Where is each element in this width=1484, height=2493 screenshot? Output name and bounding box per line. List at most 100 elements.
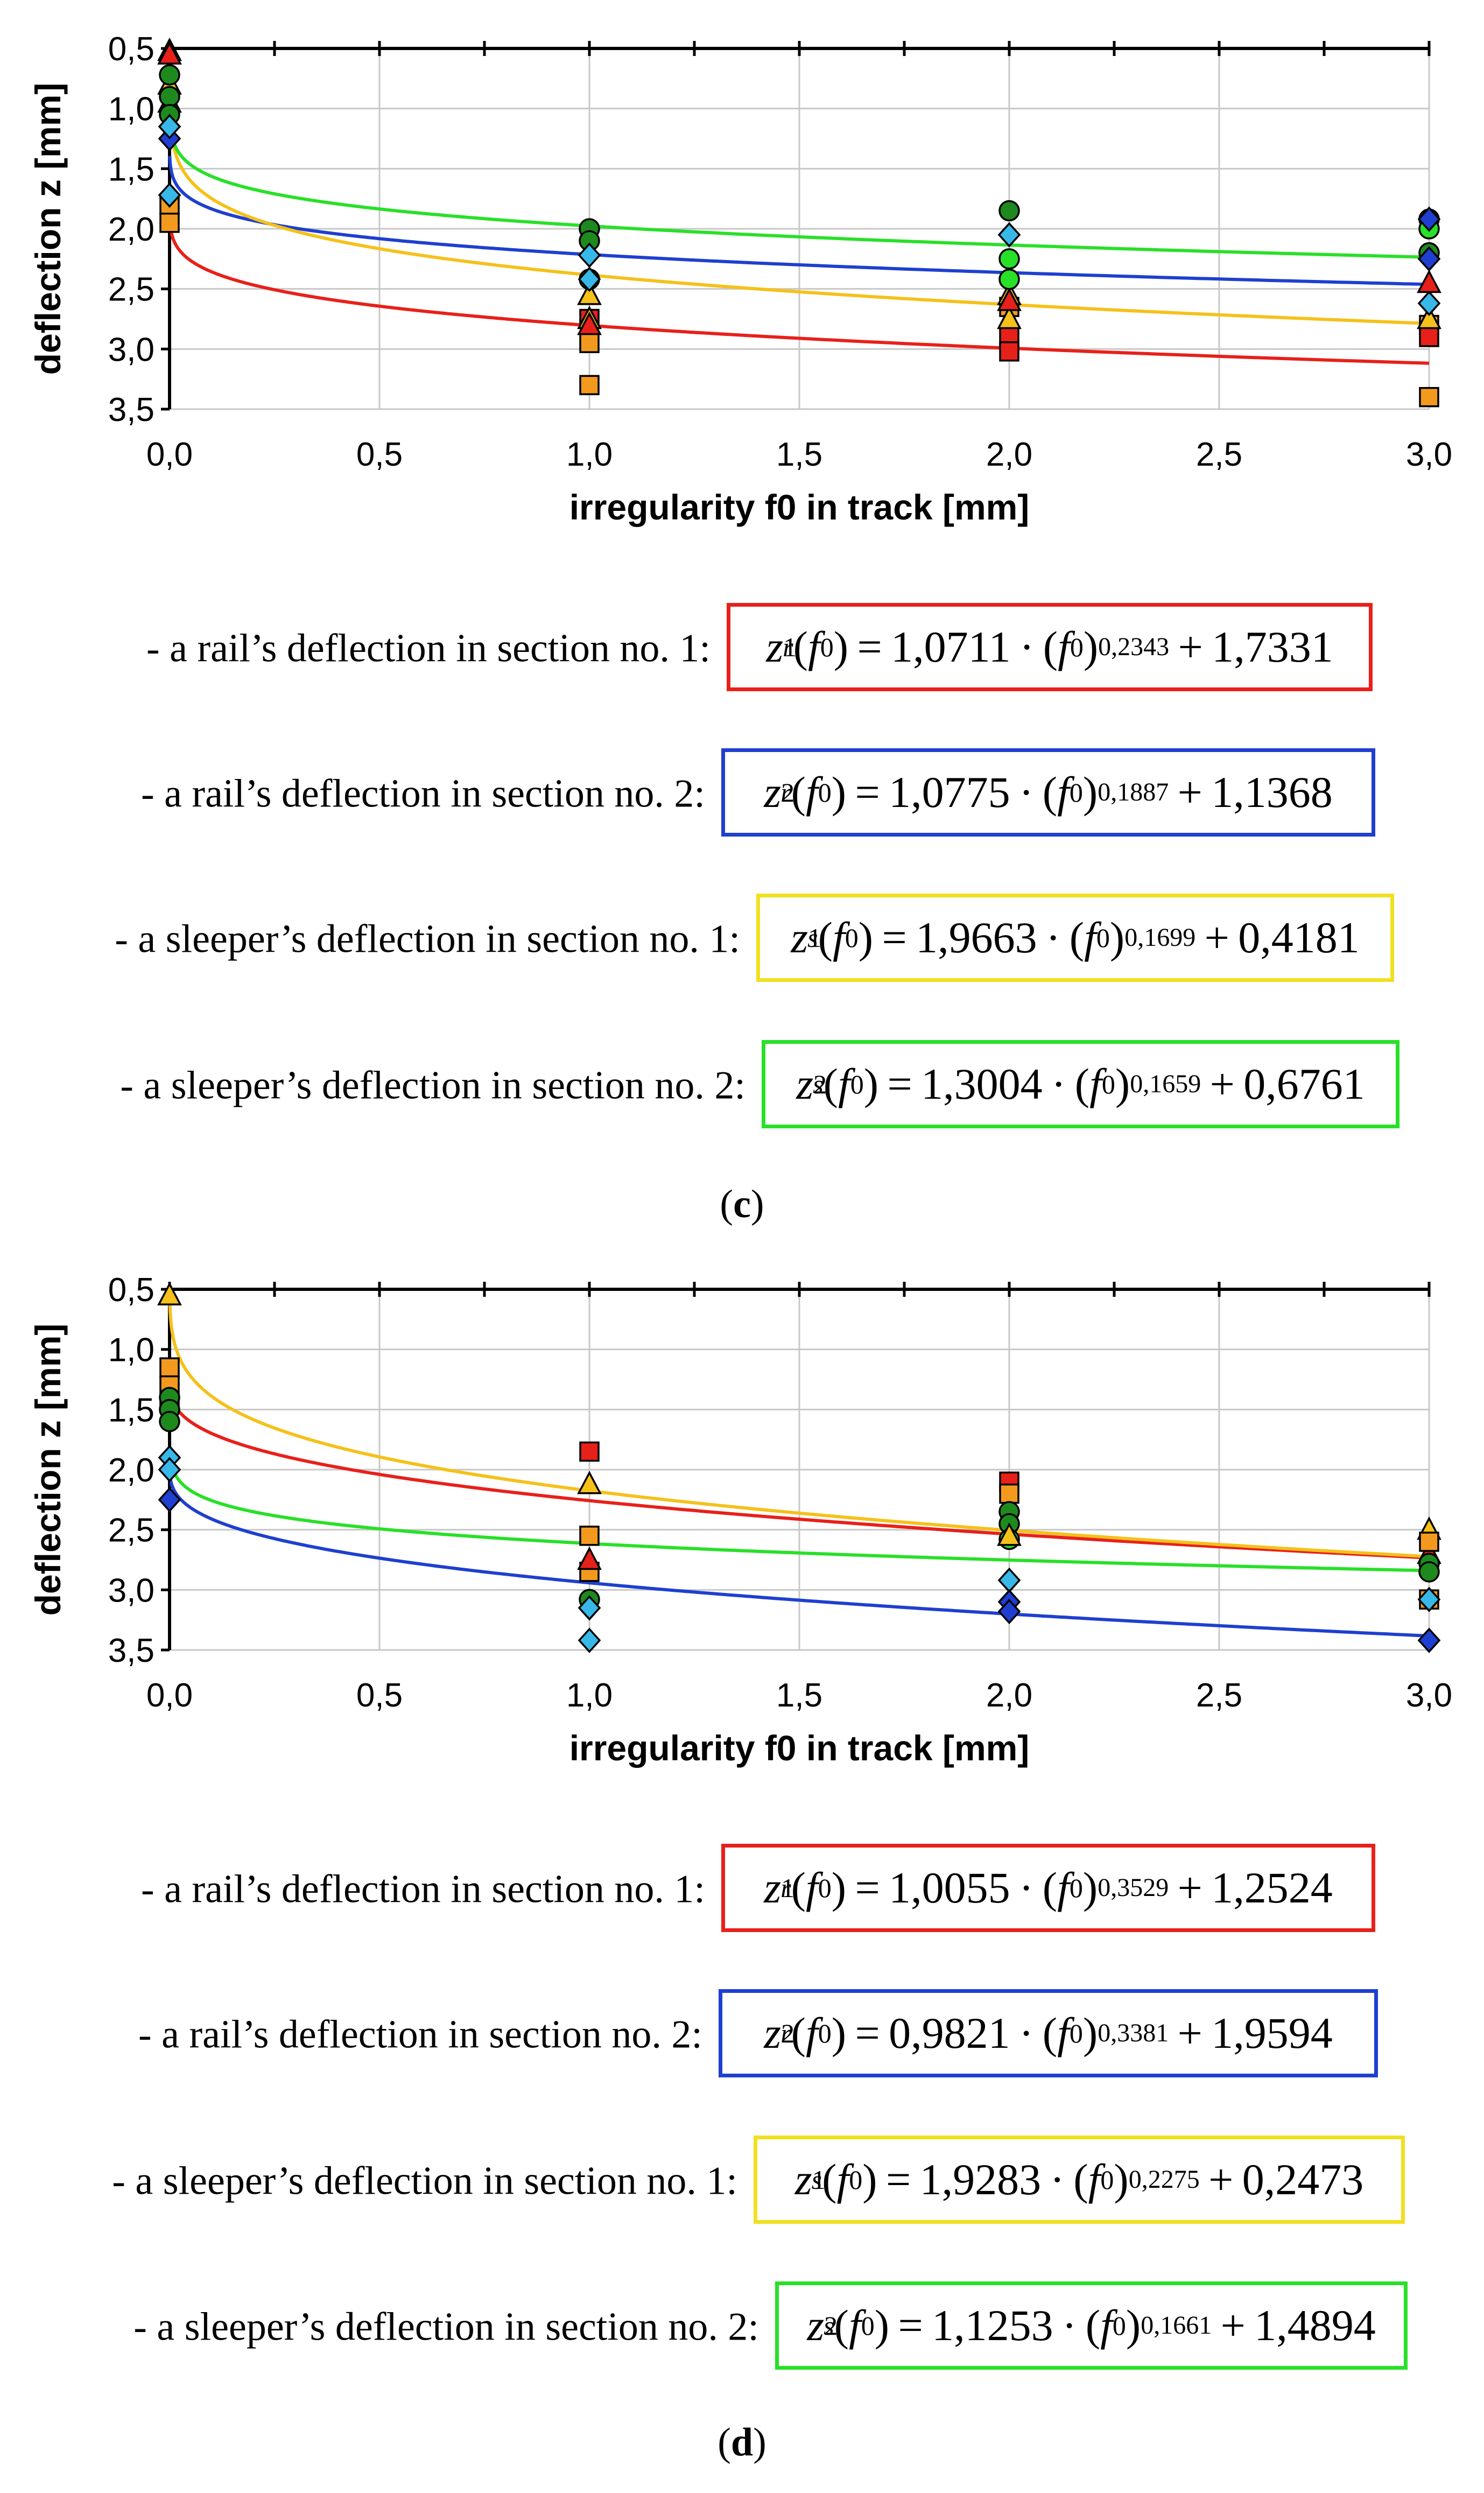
chart-c-y-tick-label: 3,5 [108, 391, 154, 429]
chart-d-x-tick-label: 2,0 [986, 1677, 1032, 1714]
equation-coefficient: 1,1253 [932, 2301, 1053, 2350]
equation-constant: 1,4894 [1254, 2301, 1376, 2350]
chart-d-x-tick-label: 1,5 [776, 1677, 822, 1714]
equation-box: z 1 r(f 0) = 1,0711 · (f 0) 0,2343 + 1,7331 [727, 603, 1373, 691]
chart-d-point-square [1419, 1532, 1439, 1552]
chart-d-x-tick-label: 0,0 [146, 1677, 193, 1714]
equation-row: - a rail’s deflection in section no. 1: z… [0, 603, 1484, 694]
chart-d-y-tick-label: 2,5 [108, 1512, 154, 1549]
chart-d-point-triangle [577, 1471, 602, 1494]
chart-c-point-diamond [578, 242, 601, 268]
equation-row: - a sleeper’s deflection in section no. … [0, 2136, 1484, 2227]
chart-c-point-triangle [577, 282, 602, 305]
caption-d: (d) [718, 2420, 766, 2464]
chart-d-point-square [579, 1441, 600, 1462]
chart-d-y-tick-label: 0,5 [108, 1272, 154, 1309]
chart-c-curve-3 [168, 103, 1430, 325]
chart-c-point-triangle [1417, 305, 1441, 329]
equation-symbol: z [794, 2155, 812, 2204]
chart-c-y-tick-label: 1,0 [108, 91, 154, 128]
chart-c-x-tick-label: 3,0 [1406, 436, 1452, 473]
chart-d-point-diamond [1417, 1586, 1441, 1612]
chart-c-x-tick-label: 0,5 [356, 436, 403, 473]
chart-c-curve-1 [168, 218, 1430, 365]
chart-c-x-axis-title: irregularity f0 in track [mm] [569, 487, 1030, 527]
chart-c-point-diamond [158, 114, 181, 139]
equation-constant: 0,4181 [1238, 913, 1360, 962]
chart-c-x-tick-label: 0,0 [146, 436, 193, 473]
chart-c-point-diamond [1417, 206, 1441, 232]
chart-d-x-tick-label: 2,5 [1196, 1677, 1242, 1714]
equation-symbol: z [764, 768, 782, 817]
equation-constant: 1,2524 [1211, 1863, 1333, 1912]
equation-label: - a sleeper’s deflection in section no. … [120, 1063, 745, 1108]
chart-d-point-diamond [578, 1595, 601, 1621]
chart-c-point-diamond [578, 266, 601, 292]
equation-row: - a sleeper’s deflection in section no. … [0, 894, 1484, 985]
caption-d-letter: d [730, 2420, 754, 2464]
caption-c-letter: c [733, 1182, 751, 1226]
chart-d-svg: 0,0 0,5 1,0 1,5 2,0 2,5 3,0 0,5 1,0 1,5 2,0 2,5 3,0 3… [28, 1272, 1452, 1768]
equation-box: z 2 s(f 0) = 1,1253 · (f 0) 0,1661 + 1,4894 [775, 2281, 1408, 2370]
equation-box: z 1 r(f 0) = 1,0055 · (f 0) 0,3529 + 1,2524 [721, 1844, 1375, 1932]
chart-c-point-diamond [158, 182, 181, 208]
equation-label: - a sleeper’s deflection in section no. … [133, 2305, 759, 2349]
equation-coefficient: 1,0711 [891, 622, 1011, 671]
chart-c-point-diamond [1417, 290, 1441, 317]
chart-d-x-tick-label: 3,0 [1406, 1677, 1452, 1714]
equation-symbol: z [791, 913, 808, 962]
chart-d-point-diamond [997, 1567, 1021, 1593]
chart-c-point-square [159, 213, 180, 233]
equation-constant: 0,2473 [1242, 2155, 1364, 2204]
chart-c-y-tick-label: 0,5 [108, 31, 154, 68]
equation-label: - a rail’s deflection in section no. 2: [138, 2012, 702, 2057]
equation-row: - a sleeper’s deflection in section no. … [0, 1040, 1484, 1132]
equation-coefficient: 1,0055 [889, 1863, 1010, 1912]
chart-d-point-diamond [578, 1627, 601, 1653]
chart-c-point-circle [159, 64, 180, 86]
equation-symbol: z [764, 1863, 782, 1912]
equation-label: - a rail’s deflection in section no. 2: [140, 771, 705, 816]
chart-d-point-circle [159, 1410, 180, 1432]
chart-d-y-tick-label: 1,5 [108, 1392, 154, 1429]
equation-label: - a sleeper’s deflection in section no. … [112, 2159, 737, 2203]
equation-symbol: z [764, 2009, 782, 2057]
chart-d-y-tick-label: 3,0 [108, 1572, 154, 1609]
chart-d-point-diamond [997, 1598, 1021, 1625]
chart-d-x-tick-label: 1,0 [566, 1677, 613, 1714]
chart-d-x-axis-title: irregularity f0 in track [mm] [569, 1728, 1030, 1768]
chart-d-y-tick-label: 1,0 [108, 1332, 154, 1369]
chart-c-point-square [999, 341, 1019, 362]
chart-c-point-square [1419, 327, 1439, 347]
chart-d-point-diamond [158, 1457, 181, 1483]
chart-d-point-diamond [158, 1487, 181, 1513]
chart-c-y-tick-label: 1,5 [108, 151, 154, 188]
equation-row: - a rail’s deflection in section no. 2: z… [0, 748, 1484, 840]
chart-c-y-tick-label: 2,0 [108, 211, 154, 248]
chart-c-curve-4 [168, 114, 1430, 259]
chart-c-x-tick-label: 1,0 [566, 436, 613, 473]
equation-coefficient: 0,9821 [889, 2009, 1010, 2057]
chart-d-point-circle [1418, 1561, 1440, 1583]
equation-row: - a rail’s deflection in section no. 1: z… [0, 1844, 1484, 1935]
chart-c-y-axis-title: deflection z [mm] [28, 83, 68, 375]
chart-d-curve-1 [168, 1388, 1430, 1560]
equation-box: z 1 s(f 0) = 1,9663 · (f 0) 0,1699 + 0,4181 [756, 894, 1394, 982]
equation-coefficient: 1,0775 [889, 768, 1010, 817]
chart-d-y-axis-title: deflection z [mm] [28, 1324, 68, 1616]
chart-c-point-square [579, 375, 600, 396]
chart-c-point-circle [998, 200, 1020, 222]
equation-box: z 1 s(f 0) = 1,9283 · (f 0) 0,2275 + 0,2473 [754, 2136, 1405, 2224]
chart-c: 0,0 0,5 1,0 1,5 2,0 2,5 3,0 0,5 1,0 1,5 2,0 2,5 3,0 3… [0, 22, 1484, 560]
chart-c-point-circle [159, 86, 180, 108]
chart-d-point-diamond [1417, 1627, 1441, 1653]
chart-c-svg: 0,0 0,5 1,0 1,5 2,0 2,5 3,0 0,5 1,0 1,5 2,0 2,5 3,0 3… [28, 31, 1452, 527]
equation-label: - a sleeper’s deflection in section no. … [115, 917, 740, 961]
chart-d-point-triangle [157, 1282, 182, 1305]
chart-d-curve-2 [168, 1473, 1430, 1638]
chart-d-point-square [159, 1357, 180, 1378]
equation-coefficient: 1,9663 [916, 913, 1037, 962]
equation-symbol: z [796, 1059, 814, 1108]
equation-coefficient: 1,9283 [919, 2155, 1042, 2204]
chart-c-point-triangle [157, 41, 182, 65]
